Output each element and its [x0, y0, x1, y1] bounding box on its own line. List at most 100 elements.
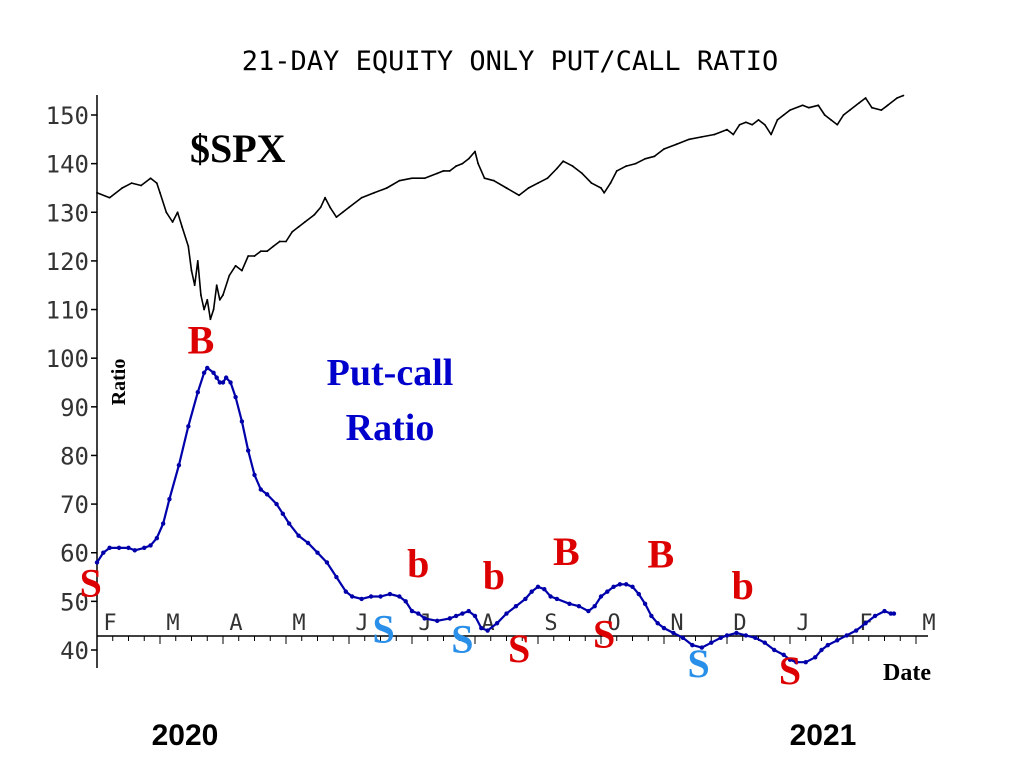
putcall-point: [472, 613, 478, 619]
putcall-point: [305, 540, 311, 546]
year-labels: 2020 2021: [152, 719, 857, 752]
signal-S-label: S: [593, 612, 615, 657]
y-tick-label: 150: [46, 102, 89, 130]
signal-S-label: S: [688, 641, 710, 686]
putcall-point: [126, 545, 131, 551]
putcall-point: [624, 582, 629, 587]
putcall-point: [466, 608, 471, 614]
putcall-point: [142, 545, 147, 551]
putcall-point: [378, 594, 383, 599]
putcall-point: [794, 659, 799, 665]
spx-point: [823, 114, 826, 116]
putcall-series-label-line2: Ratio: [346, 407, 435, 449]
putcall-point: [435, 618, 440, 624]
putcall-point: [239, 419, 245, 424]
putcall-point: [387, 591, 393, 597]
putcall-point: [548, 594, 553, 599]
putcall-point: [690, 642, 695, 648]
x-tick-label: A: [229, 611, 242, 636]
putcall-point: [724, 633, 730, 638]
spx-point: [675, 143, 678, 146]
spx-point: [121, 187, 124, 189]
putcall-point: [246, 448, 251, 453]
spx-point: [266, 250, 268, 253]
putcall-point: [671, 630, 676, 636]
spx-point: [836, 123, 839, 126]
chart-title: 21-DAY EQUITY ONLY PUT/CALL RATIO: [242, 46, 778, 77]
putcall-point: [718, 635, 723, 641]
putcall-point: [176, 462, 182, 468]
putcall-point: [699, 645, 704, 650]
putcall-point: [195, 390, 200, 395]
spx-point: [461, 162, 464, 165]
spx-point: [902, 94, 905, 97]
signal-B-label: B: [648, 531, 675, 576]
spx-point: [644, 157, 646, 160]
putcall-point: [743, 633, 749, 638]
putcall-point: [567, 601, 572, 606]
spx-series-label: $SPX: [190, 126, 286, 171]
putcall-point: [504, 611, 509, 616]
putcall-point: [186, 424, 191, 429]
spx-point: [653, 155, 656, 158]
spx-point: [789, 109, 791, 112]
spx-point: [96, 191, 98, 194]
putcall-point: [397, 594, 402, 599]
x-axis: FMAMJJASONDJFM: [96, 611, 936, 644]
y-tick-label: 40: [60, 637, 89, 665]
spx-point: [176, 211, 179, 214]
spx-point: [341, 211, 344, 214]
spx-point: [200, 294, 202, 296]
signal-S-label: S: [373, 607, 395, 652]
putcall-point: [680, 635, 686, 641]
putcall-point: [819, 647, 824, 653]
spx-point: [537, 182, 539, 184]
spx-point: [159, 191, 161, 194]
putcall-point: [655, 621, 660, 626]
putcall-point: [479, 625, 484, 631]
x-tick-label: F: [103, 611, 116, 636]
spx-point: [215, 284, 218, 287]
putcall-point: [101, 550, 106, 555]
y-tick-label: 100: [46, 345, 89, 373]
spx-point: [546, 177, 549, 180]
spx-point: [556, 167, 558, 170]
signal-S-label: S: [80, 561, 102, 606]
putcall-point: [853, 628, 859, 633]
spx-point: [713, 133, 716, 136]
putcall-point: [217, 380, 223, 385]
putcall-point: [529, 589, 534, 594]
spx-point: [196, 260, 199, 262]
putcall-point: [661, 625, 667, 631]
putcall-point: [349, 594, 355, 599]
spx-point: [493, 179, 495, 182]
spx-point: [206, 298, 209, 301]
spx-point: [688, 138, 691, 141]
putcall-point: [214, 375, 219, 380]
spx-point: [505, 187, 508, 189]
spx-point: [763, 123, 766, 126]
putcall-point: [535, 584, 541, 589]
y-tick-label: 140: [46, 151, 89, 179]
putcall-point: [201, 370, 207, 375]
putcall-point: [359, 596, 364, 602]
putcall-point: [211, 370, 216, 375]
spx-point: [590, 182, 593, 184]
x-tick-label: N: [670, 611, 683, 636]
signal-S-label: S: [508, 626, 530, 671]
putcall-point: [781, 652, 786, 658]
putcall-point: [598, 594, 604, 599]
putcall-point: [274, 501, 279, 507]
putcall-point: [132, 548, 137, 553]
putcall-point: [94, 560, 100, 565]
spx-point: [398, 179, 401, 182]
putcall-point: [324, 560, 330, 565]
x-tick-label: O: [607, 611, 620, 636]
y-tick-label: 90: [60, 394, 89, 422]
putcall-point: [116, 545, 122, 551]
putcall-point: [453, 613, 459, 619]
spx-point: [324, 196, 326, 199]
spx-point: [304, 221, 306, 223]
